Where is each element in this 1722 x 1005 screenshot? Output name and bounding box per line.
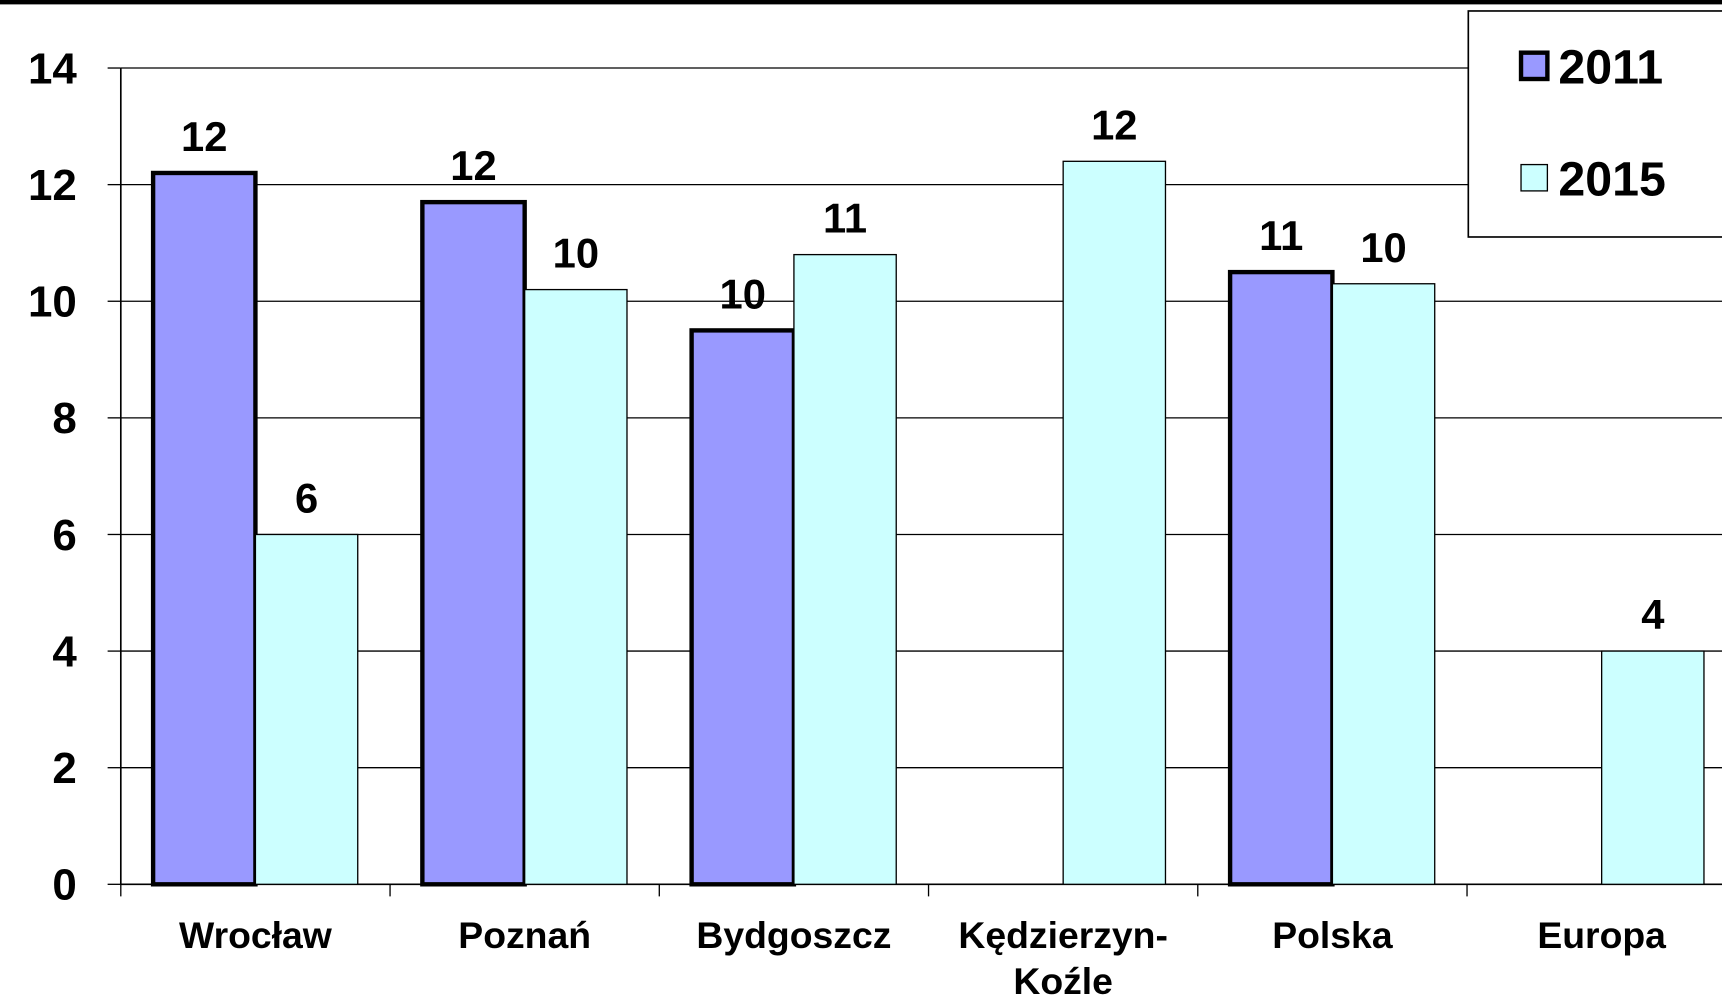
y-tick-label: 0: [52, 861, 76, 910]
value-label: 10: [1360, 224, 1406, 271]
value-label: 11: [823, 195, 867, 242]
bar: [524, 288, 628, 885]
bar: [254, 533, 359, 885]
x-tick-label: Poznań: [458, 914, 591, 956]
legend-swatch: [1518, 50, 1550, 82]
y-tick-label: 4: [52, 627, 77, 676]
x-tick-label: Bydgoszcz: [696, 914, 891, 956]
legend-swatch: [1520, 163, 1549, 192]
bar: [1062, 160, 1167, 885]
bar: [1227, 269, 1335, 887]
x-tick-label: Polska: [1272, 914, 1393, 956]
x-tick-label: Europa: [1537, 914, 1666, 956]
legend-label: 2015: [1558, 152, 1665, 206]
y-tick-label: 6: [52, 511, 76, 560]
y-tick-label: 10: [28, 278, 77, 327]
x-tick-label: Wrocław: [179, 914, 333, 956]
legend-box: [1467, 10, 1722, 238]
top-rule: [0, 0, 1722, 5]
legend-label: 2011: [1558, 40, 1663, 94]
value-label: 12: [450, 142, 496, 189]
bar: [1331, 283, 1436, 885]
bar: [420, 199, 527, 887]
y-tick-label: 12: [28, 161, 77, 210]
y-tick-label: 2: [52, 744, 76, 793]
value-label: 4: [1641, 591, 1664, 638]
y-tick-label: 8: [52, 394, 76, 443]
bar: [1600, 650, 1705, 885]
y-tick-label: 14: [28, 44, 77, 93]
x-tick-label: Kędzierzyn-Koźle: [958, 914, 1168, 1002]
value-label: 11: [1259, 212, 1303, 259]
value-label: 12: [181, 113, 227, 160]
bar: [793, 253, 897, 885]
value-label: 10: [553, 230, 599, 277]
value-label: 10: [720, 270, 766, 317]
bar: [689, 328, 797, 887]
bar: [150, 170, 258, 887]
value-label: 12: [1091, 101, 1137, 148]
value-label: 6: [295, 475, 318, 522]
